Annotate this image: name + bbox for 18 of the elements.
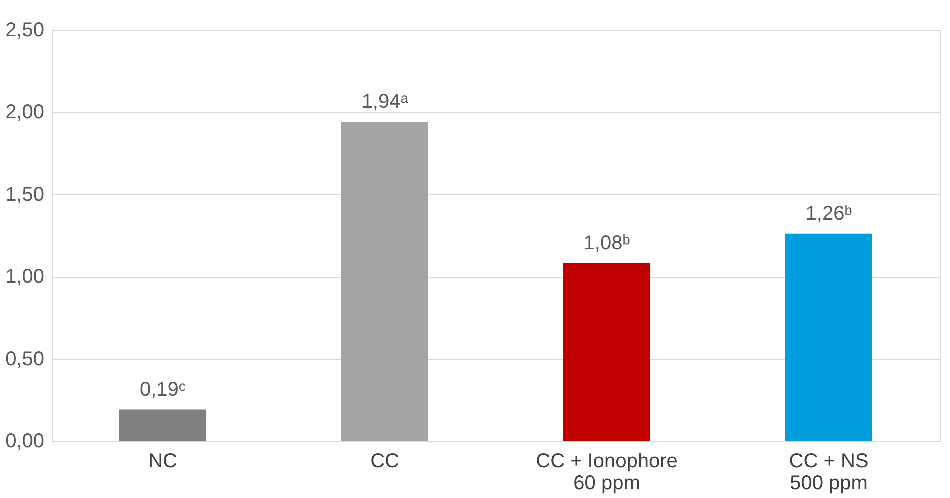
data-label: 1,26ᵇ	[806, 202, 852, 225]
x-tick-label: NC	[148, 450, 178, 472]
x-tick-label: CC + NS 500 ppm	[789, 450, 869, 494]
y-tick-label: 2,00	[6, 102, 44, 124]
bar	[786, 234, 872, 441]
bar	[342, 122, 428, 441]
x-tick-label: CC	[370, 450, 400, 472]
y-tick-label: 1,00	[6, 266, 44, 288]
data-label: 0,19ᶜ	[140, 378, 186, 401]
bar	[120, 410, 206, 441]
y-tick-label: 1,50	[6, 184, 44, 206]
y-tick-label: 0,50	[6, 348, 44, 370]
bar	[564, 263, 650, 441]
data-label: 1,08ᵇ	[584, 232, 630, 254]
x-tick-label: CC + Ionophore 60 ppm	[536, 450, 678, 494]
data-label: 1,94ᵃ	[362, 91, 409, 114]
y-tick-label: 0,00	[6, 430, 44, 452]
y-tick-label: 2,50	[6, 20, 44, 42]
